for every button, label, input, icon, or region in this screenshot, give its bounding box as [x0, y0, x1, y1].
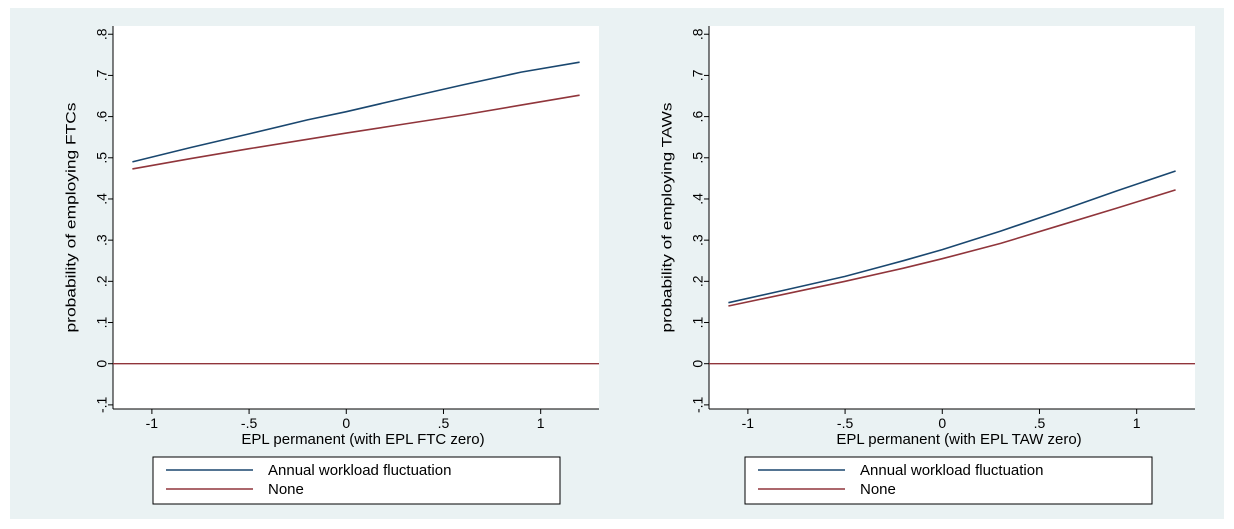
y-tick-label: -.1 [94, 397, 110, 414]
series-line-none [728, 189, 1176, 307]
x-tick-label: .5 [1034, 415, 1046, 431]
legend-label: None [860, 481, 896, 498]
y-tick-label: .2 [690, 275, 706, 287]
y-tick-label: .6 [690, 111, 706, 123]
series-line-annual-workload [132, 61, 580, 163]
chart-panel-2: -.1 0 .1 .2 .3 .4 .5 .6 .7 .8 -1 -.5 0 .5 1 EPL permane… [659, 26, 1195, 505]
x-tick-label: .5 [438, 415, 450, 431]
y-tick-label: 0 [690, 360, 706, 368]
y-tick-label: .8 [94, 28, 110, 40]
x-tick-label: -.5 [837, 415, 854, 431]
x-tick-label: 0 [938, 415, 946, 431]
x-tick-label: -.5 [241, 415, 258, 431]
y-tick-label: .3 [94, 234, 110, 246]
y-tick-label: .7 [690, 69, 706, 81]
x-axis-title: EPL permanent (with EPL FTC zero) [241, 431, 484, 448]
y-tick-label: .3 [690, 234, 706, 246]
y-axis-title: probability of employing TAWs [659, 103, 675, 333]
legend-label: Annual workload fluctuation [268, 462, 451, 479]
y-tick-label: .7 [94, 69, 110, 81]
series-line-none [132, 94, 580, 170]
y-axis-title: probability of employing FTCs [63, 103, 79, 333]
y-tick-label: .1 [94, 316, 110, 328]
chart-panel-1: -.1 0 .1 .2 .3 .4 .5 .6 .7 .8 -1 -.5 0 .5 1 EPL permane… [63, 26, 599, 505]
plot-area [709, 26, 1195, 409]
legend-label: None [268, 481, 304, 498]
y-tick-label: .8 [690, 28, 706, 40]
legend-box [744, 456, 1153, 505]
legend: Annual workload fluctuation None [744, 456, 1153, 505]
x-tick-label: 0 [342, 415, 350, 431]
y-tick-label: .4 [94, 193, 110, 205]
legend: Annual workload fluctuation None [152, 456, 561, 505]
plot-area [113, 26, 599, 409]
y-tick-label: .1 [690, 316, 706, 328]
x-axis-title: EPL permanent (with EPL TAW zero) [836, 431, 1081, 448]
y-tick-label: .5 [690, 152, 706, 164]
y-tick-label: .2 [94, 275, 110, 287]
x-tick-label: -1 [742, 415, 755, 431]
series-line-annual-workload [728, 170, 1176, 304]
y-tick-label: 0 [94, 360, 110, 368]
y-tick-label: -.1 [690, 397, 706, 414]
legend-label: Annual workload fluctuation [860, 462, 1043, 479]
y-tick-label: .6 [94, 111, 110, 123]
y-tick-label: .5 [94, 152, 110, 164]
x-tick-label: 1 [1133, 415, 1141, 431]
y-tick-label: .4 [690, 193, 706, 205]
x-tick-label: 1 [537, 415, 545, 431]
x-tick-label: -1 [146, 415, 159, 431]
legend-box [152, 456, 561, 505]
